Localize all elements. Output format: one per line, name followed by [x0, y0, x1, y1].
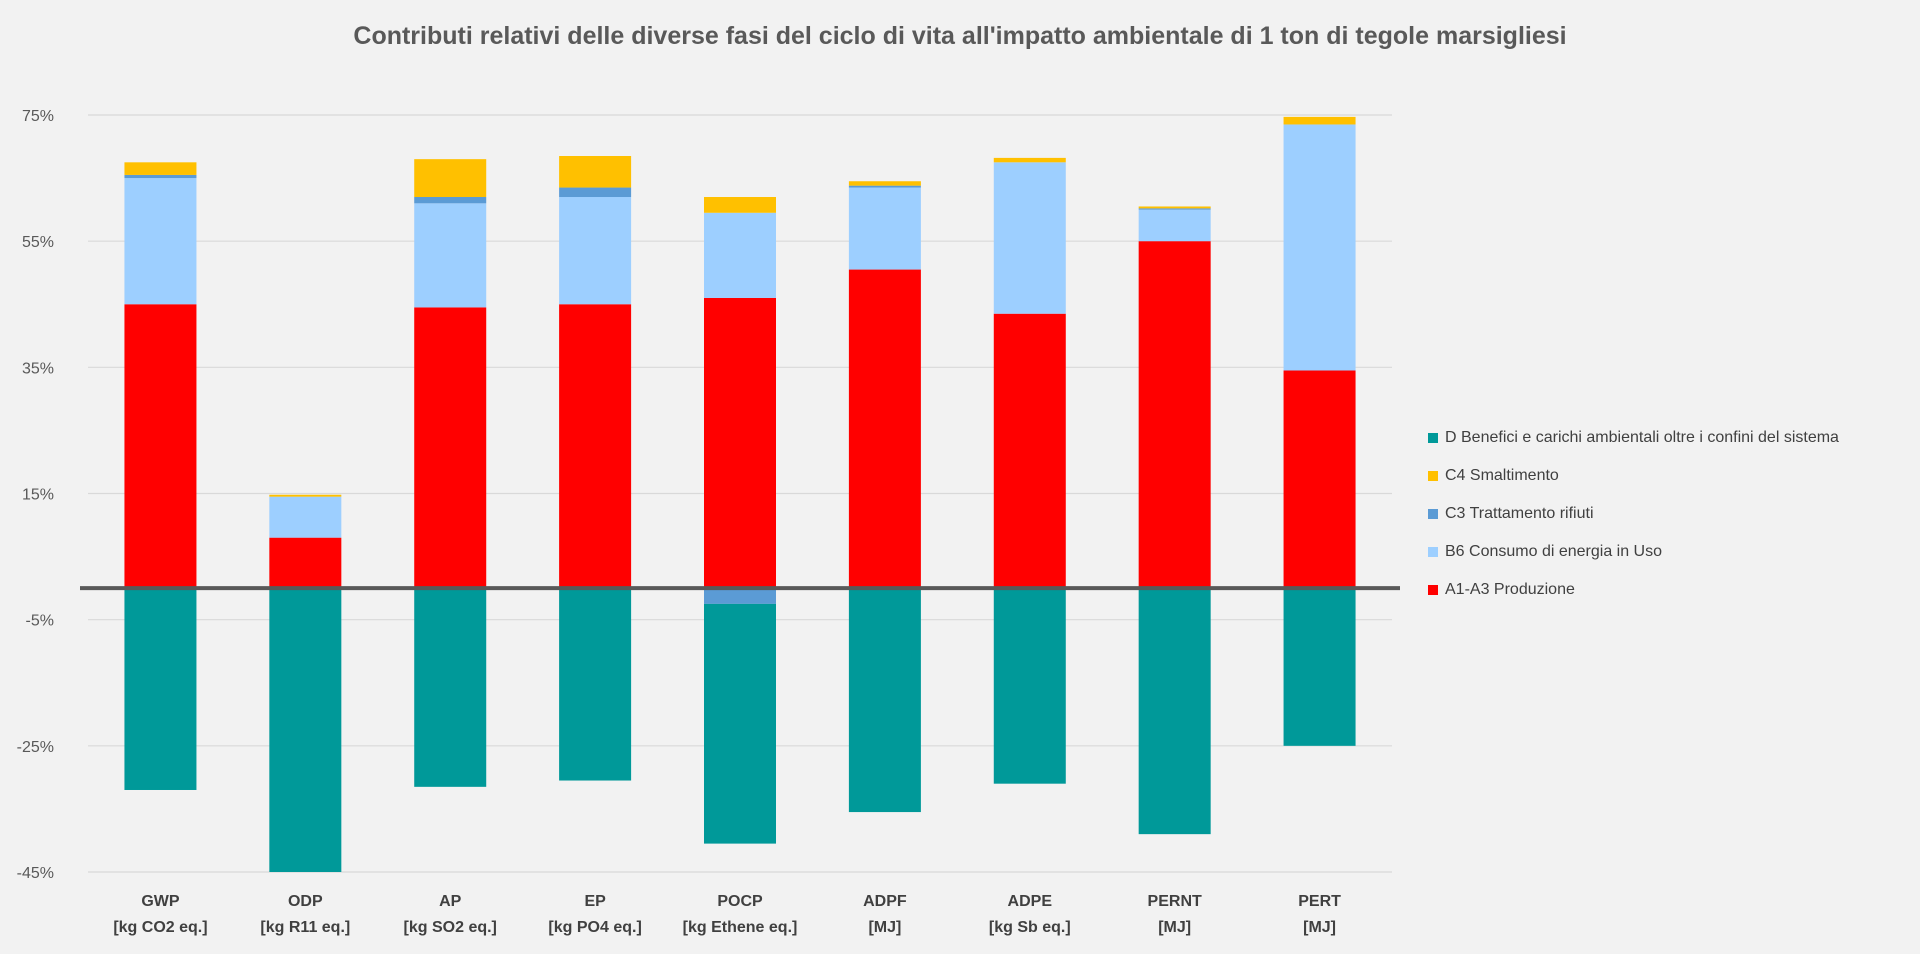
bar-segment	[1138, 209, 1211, 242]
bar-segment	[269, 494, 342, 497]
x-category-label: ODP	[288, 893, 323, 910]
x-category-unit-label: [kg Ethene eq.]	[683, 919, 798, 936]
bar-segment	[704, 212, 776, 298]
x-category-label: PERT	[1298, 893, 1341, 910]
x-category-unit-label: [kg SO2 eq.]	[404, 919, 497, 936]
y-tick-label: -25%	[17, 739, 54, 756]
y-tick-label: 35%	[22, 360, 54, 377]
bar-segment	[848, 181, 921, 186]
bar-segment	[414, 307, 487, 589]
legend: D Benefici e carichi ambientali oltre i …	[1428, 419, 1908, 609]
bar-segment	[704, 603, 776, 844]
x-category-label: ADPF	[863, 893, 907, 910]
legend-label: B6 Consumo di energia in Uso	[1445, 543, 1663, 560]
legend-swatch	[1428, 547, 1438, 557]
bar-segment	[559, 304, 632, 589]
bar-segment	[1138, 206, 1211, 209]
bar-segment	[559, 156, 632, 188]
y-tick-label: 55%	[22, 234, 54, 251]
bar-segment	[124, 588, 197, 790]
bar-segment	[269, 496, 342, 538]
bar-segment	[269, 588, 342, 872]
bar-segment	[704, 197, 776, 213]
bar-segment	[1283, 116, 1356, 125]
bar-segment	[1283, 124, 1356, 371]
bar-segment	[414, 159, 487, 198]
x-category-unit-label: [kg R11 eq.]	[260, 919, 350, 936]
bar-segment	[704, 588, 776, 604]
bar-segment	[559, 197, 632, 305]
x-category-unit-label: [kg PO4 eq.]	[548, 919, 641, 936]
legend-swatch	[1428, 509, 1438, 519]
bar-segment	[559, 187, 632, 198]
legend-label: D Benefici e carichi ambientali oltre i …	[1445, 429, 1839, 446]
bar-segment	[1138, 588, 1211, 835]
x-category-label: ADPE	[1008, 893, 1053, 910]
bar-segment	[1138, 241, 1211, 589]
bar-segment	[124, 162, 197, 175]
legend-item: A1-A3 Produzione	[1428, 571, 1908, 609]
y-tick-label: -45%	[17, 865, 54, 882]
bar-segment	[993, 162, 1066, 314]
bar-segment	[993, 157, 1066, 163]
bar-segment	[124, 178, 197, 305]
bar-segment	[848, 185, 921, 188]
x-category-unit-label: [kg Sb eq.]	[989, 919, 1071, 936]
bar-segment	[414, 197, 487, 204]
legend-label: C3 Trattamento rifiuti	[1445, 505, 1594, 522]
x-category-label: GWP	[141, 893, 180, 910]
bar-segment	[1283, 588, 1356, 746]
legend-item: C4 Smaltimento	[1428, 457, 1908, 495]
bar-segment	[704, 297, 776, 589]
legend-swatch	[1428, 585, 1438, 595]
bar-segment	[848, 187, 921, 270]
x-category-label: EP	[584, 893, 606, 910]
bar-segment	[414, 203, 487, 308]
bar-segment	[848, 269, 921, 589]
legend-label: A1-A3 Produzione	[1445, 581, 1575, 598]
legend-label: C4 Smaltimento	[1445, 467, 1559, 484]
y-tick-label: 15%	[22, 487, 54, 504]
bar-segment	[1283, 370, 1356, 589]
bar-segment	[414, 588, 487, 787]
x-category-label: PERNT	[1148, 893, 1202, 910]
y-tick-label: -5%	[26, 613, 54, 630]
x-category-unit-label: [MJ]	[868, 919, 901, 936]
x-category-label: POCP	[717, 893, 763, 910]
bar-segment	[848, 588, 921, 813]
x-category-unit-label: [MJ]	[1303, 919, 1336, 936]
legend-item: B6 Consumo di energia in Uso	[1428, 533, 1908, 571]
bar-segment	[559, 588, 632, 781]
chart-title: Contributi relativi delle diverse fasi d…	[353, 22, 1567, 50]
legend-item: C3 Trattamento rifiuti	[1428, 495, 1908, 533]
bar-segment	[993, 313, 1066, 589]
bar-segment	[124, 304, 197, 589]
x-category-unit-label: [kg CO2 eq.]	[113, 919, 207, 936]
bar-segment	[1138, 208, 1211, 210]
legend-swatch	[1428, 433, 1438, 443]
bar-segment	[993, 588, 1066, 784]
y-tick-label: 75%	[22, 108, 54, 125]
legend-swatch	[1428, 471, 1438, 481]
x-category-label: AP	[439, 893, 462, 910]
bar-segment	[269, 537, 342, 589]
bar-segment	[124, 174, 197, 179]
legend-item: D Benefici e carichi ambientali oltre i …	[1428, 419, 1908, 457]
x-category-unit-label: [MJ]	[1158, 919, 1191, 936]
